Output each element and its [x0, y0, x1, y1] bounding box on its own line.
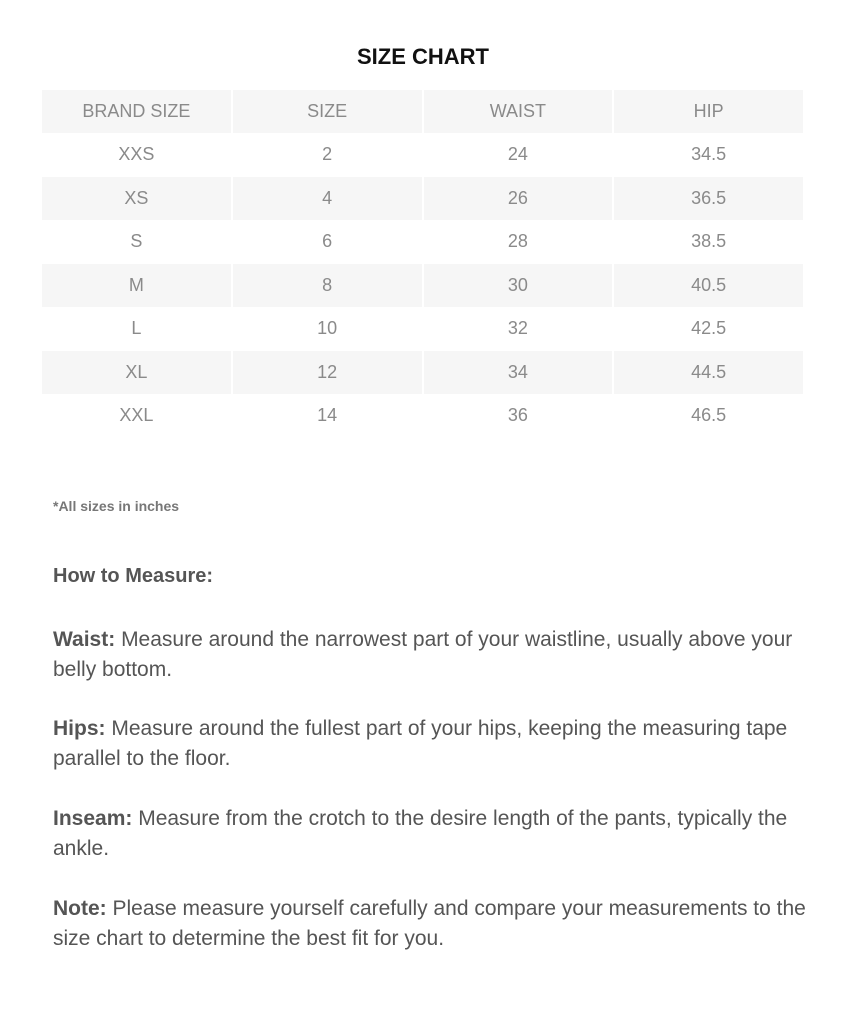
table-cell: XXL: [119, 405, 154, 426]
table-header-row: BRAND SIZE SIZE WAIST HIP: [42, 90, 803, 133]
instruction-text: Measure around the narrowest part of you…: [53, 628, 793, 681]
instruction-waist: Waist: Measure around the narrowest part…: [53, 625, 813, 685]
table-cell: M: [42, 264, 231, 307]
instruction-note: Note: Please measure yourself carefully …: [53, 894, 813, 954]
table-row: L 10 32 42.5: [42, 308, 803, 351]
table-cell: XXS: [118, 144, 155, 165]
instruction-text: Measure around the fullest part of your …: [53, 717, 788, 770]
instruction-inseam: Inseam: Measure from the crotch to the d…: [53, 804, 813, 864]
table-row: M 8 30 40.5: [42, 264, 803, 307]
table-cell: 2: [322, 144, 333, 165]
table-cell: L: [131, 318, 142, 339]
table-cell: 8: [232, 264, 422, 307]
footnote: *All sizes in inches: [53, 498, 180, 514]
table-cell: 24: [507, 144, 528, 165]
table-cell: 26: [423, 177, 613, 220]
table-cell: S: [130, 231, 143, 252]
table-cell: 4: [232, 177, 422, 220]
table-cell: 34.5: [691, 144, 727, 165]
table-cell: XS: [42, 177, 231, 220]
table-cell: 42.5: [691, 318, 727, 339]
table-row: XXL 14 36 46.5: [42, 395, 803, 438]
header-hip: HIP: [614, 90, 803, 133]
header-brand-size: BRAND SIZE: [42, 90, 231, 133]
table-cell: 44.5: [614, 351, 803, 394]
table-cell: 32: [507, 318, 528, 339]
instruction-text: Measure from the crotch to the desire le…: [53, 807, 788, 860]
table-row: XS 4 26 36.5: [42, 177, 803, 220]
page-title: SIZE CHART: [357, 44, 489, 69]
table-cell: 12: [232, 351, 422, 394]
table-cell: 6: [322, 231, 333, 252]
instruction-label: Note:: [53, 897, 107, 920]
instruction-text: Please measure yourself carefully and co…: [53, 897, 806, 950]
table-row: S 6 28 38.5: [42, 221, 803, 264]
table-cell: 40.5: [614, 264, 803, 307]
size-chart-table: BRAND SIZE SIZE WAIST HIP XXS 2 24 34.5 XS 4 2…: [40, 89, 805, 438]
table-row: XL 12 34 44.5: [42, 351, 803, 394]
table-cell: 28: [507, 231, 528, 252]
table-cell: XL: [42, 351, 231, 394]
header-waist: WAIST: [423, 90, 613, 133]
how-to-measure-heading: How to Measure:: [53, 565, 214, 587]
table-cell: 38.5: [691, 231, 727, 252]
table-cell: 34: [423, 351, 613, 394]
table-cell: 46.5: [691, 405, 727, 426]
table-cell: 36.5: [614, 177, 803, 220]
instruction-label: Waist:: [53, 628, 116, 651]
table-cell: 14: [317, 405, 338, 426]
header-size: SIZE: [232, 90, 422, 133]
instruction-hips: Hips: Measure around the fullest part of…: [53, 714, 813, 774]
instruction-label: Hips:: [53, 717, 106, 740]
table-cell: 10: [317, 318, 338, 339]
instruction-label: Inseam:: [53, 807, 133, 830]
table-cell: 36: [507, 405, 528, 426]
table-row: XXS 2 24 34.5: [42, 134, 803, 177]
table-cell: 30: [423, 264, 613, 307]
